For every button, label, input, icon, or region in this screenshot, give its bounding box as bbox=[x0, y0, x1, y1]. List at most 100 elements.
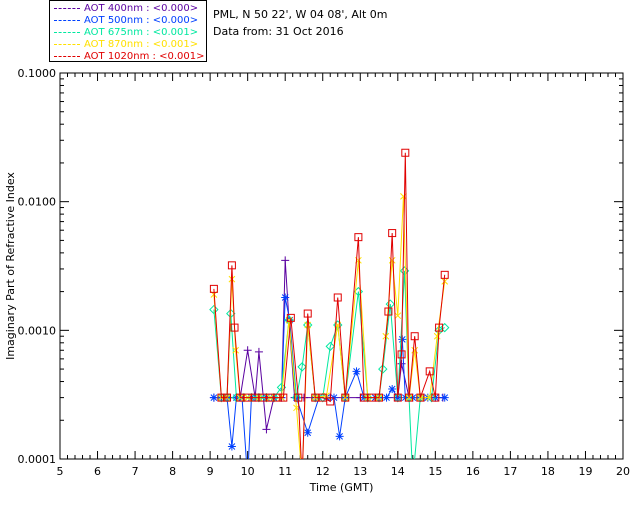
x-tick-label: 10 bbox=[241, 465, 255, 478]
data-point bbox=[440, 270, 449, 279]
data-point bbox=[405, 393, 414, 402]
x-tick-label: 16 bbox=[466, 465, 480, 478]
data-series bbox=[209, 148, 449, 459]
data-point bbox=[431, 393, 440, 402]
x-tick-label: 17 bbox=[503, 465, 517, 478]
data-point bbox=[409, 475, 417, 483]
data-point bbox=[400, 192, 407, 200]
x-tick-label: 5 bbox=[57, 465, 64, 478]
data-point bbox=[388, 256, 396, 264]
data-point bbox=[209, 304, 219, 315]
data-point bbox=[251, 393, 260, 402]
legend-label: AOT 400nm : <0.000> bbox=[84, 3, 199, 14]
y-tick-label: 0.1000 bbox=[18, 67, 57, 80]
data-point bbox=[411, 346, 419, 354]
legend: AOT 400nm : <0.000> AOT 500nm : <0.000> … bbox=[49, 0, 207, 62]
x-tick-label: 19 bbox=[578, 465, 592, 478]
x-tick-label: 7 bbox=[132, 465, 139, 478]
data-point bbox=[299, 393, 308, 402]
data-point bbox=[223, 393, 232, 402]
data-point bbox=[335, 432, 344, 441]
y-axis-title: Imaginary Part of Refractive Index bbox=[4, 172, 17, 360]
x-tick-label: 18 bbox=[541, 465, 555, 478]
x-tick-label: 15 bbox=[428, 465, 442, 478]
series-line bbox=[213, 270, 445, 459]
data-point bbox=[440, 322, 450, 333]
data-point bbox=[243, 393, 252, 402]
data-point bbox=[281, 256, 290, 265]
data-point bbox=[285, 316, 294, 325]
site-location: PML, N 50 22', W 04 08', Alt 0m bbox=[213, 8, 388, 21]
data-point bbox=[382, 393, 391, 402]
legend-item: AOT 1020nm : <0.001> bbox=[52, 51, 204, 63]
y-tick-label: 0.0100 bbox=[18, 196, 57, 209]
plot-frame bbox=[59, 72, 624, 460]
data-point bbox=[230, 323, 239, 332]
data-point bbox=[303, 309, 312, 318]
data-point bbox=[384, 307, 393, 316]
data-point bbox=[311, 393, 320, 402]
legend-item: AOT 400nm : <0.000> bbox=[52, 3, 204, 15]
data-point bbox=[325, 341, 335, 352]
data-point bbox=[297, 362, 307, 372]
data-point bbox=[397, 359, 406, 368]
data-point bbox=[318, 393, 327, 402]
data-point bbox=[333, 293, 342, 302]
legend-swatch bbox=[54, 44, 80, 45]
legend-label: AOT 500nm : <0.000> bbox=[84, 15, 199, 26]
legend-swatch bbox=[54, 56, 80, 57]
legend-item: AOT 675nm : <0.001> bbox=[52, 27, 204, 39]
data-point bbox=[254, 347, 263, 356]
legend-item: AOT 500nm : <0.000> bbox=[52, 15, 204, 27]
data-point bbox=[303, 428, 312, 437]
data-point bbox=[299, 476, 305, 482]
data-point bbox=[416, 393, 425, 402]
legend-swatch bbox=[54, 32, 80, 33]
data-point bbox=[281, 293, 290, 302]
data-point bbox=[258, 393, 267, 402]
legend-label: AOT 870nm : <0.001> bbox=[84, 39, 199, 50]
x-tick-label: 8 bbox=[169, 465, 176, 478]
data-point bbox=[209, 284, 218, 293]
data-series bbox=[209, 293, 449, 459]
data-point bbox=[367, 393, 376, 402]
data-point bbox=[378, 364, 388, 374]
data-point bbox=[209, 393, 218, 402]
legend-label: AOT 675nm : <0.001> bbox=[84, 27, 199, 38]
data-point bbox=[397, 350, 406, 359]
series-line bbox=[213, 152, 446, 459]
data-point bbox=[401, 148, 410, 157]
y-tick-label: 0.0010 bbox=[18, 324, 57, 337]
data-point bbox=[326, 397, 335, 406]
legend-label: AOT 1020nm : <0.001> bbox=[84, 51, 205, 62]
data-point bbox=[227, 442, 236, 451]
data-point bbox=[435, 323, 444, 332]
legend-item: AOT 870nm : <0.001> bbox=[52, 39, 204, 51]
x-tick-label: 14 bbox=[391, 465, 405, 478]
x-tick-label: 6 bbox=[94, 465, 101, 478]
x-tick-label: 11 bbox=[278, 465, 292, 478]
data-point bbox=[354, 233, 363, 242]
series-group bbox=[209, 148, 450, 483]
data-point bbox=[394, 312, 402, 320]
data-point bbox=[286, 313, 295, 322]
x-axis-title: Time (GMT) bbox=[309, 481, 374, 494]
data-point bbox=[273, 393, 282, 402]
data-point bbox=[410, 332, 419, 341]
data-point bbox=[236, 393, 245, 402]
x-tick-label: 12 bbox=[316, 465, 330, 478]
data-point bbox=[227, 261, 236, 270]
data-point bbox=[388, 384, 397, 393]
legend-swatch bbox=[54, 20, 80, 21]
data-point bbox=[228, 275, 236, 283]
data-series bbox=[210, 192, 449, 482]
data-point bbox=[262, 425, 271, 434]
data-point bbox=[441, 278, 449, 285]
data-point bbox=[217, 393, 226, 402]
data-point bbox=[341, 393, 350, 402]
data-point bbox=[375, 393, 384, 402]
x-tick-label: 13 bbox=[353, 465, 367, 478]
data-point bbox=[425, 367, 434, 376]
data-date: Data from: 31 Oct 2016 bbox=[213, 25, 344, 38]
